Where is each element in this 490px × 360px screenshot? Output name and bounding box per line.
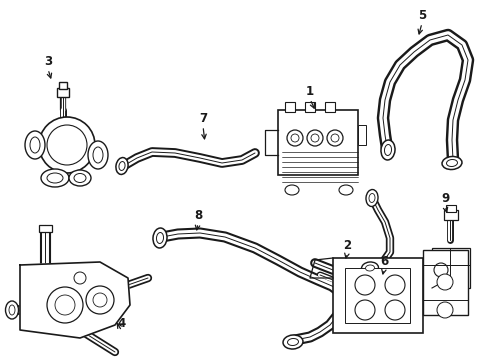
Ellipse shape <box>385 144 392 156</box>
Text: 4: 4 <box>118 317 126 330</box>
Bar <box>325 102 335 112</box>
Ellipse shape <box>156 233 164 243</box>
Ellipse shape <box>442 157 462 170</box>
Circle shape <box>311 134 319 142</box>
Circle shape <box>355 275 375 295</box>
Ellipse shape <box>339 185 353 195</box>
Ellipse shape <box>88 141 108 169</box>
Circle shape <box>55 295 75 315</box>
Text: 1: 1 <box>306 85 314 98</box>
Ellipse shape <box>446 159 458 167</box>
Ellipse shape <box>30 137 40 153</box>
Text: 3: 3 <box>44 55 52 68</box>
Bar <box>333 258 423 333</box>
Polygon shape <box>20 262 130 338</box>
Circle shape <box>47 287 83 323</box>
Ellipse shape <box>69 170 91 186</box>
Circle shape <box>355 300 375 320</box>
Circle shape <box>74 272 86 284</box>
Circle shape <box>39 117 95 173</box>
Circle shape <box>385 275 405 295</box>
Ellipse shape <box>362 262 378 274</box>
Ellipse shape <box>5 301 19 319</box>
Circle shape <box>437 302 453 318</box>
Bar <box>446 205 456 212</box>
Ellipse shape <box>381 140 395 160</box>
Bar <box>358 125 366 145</box>
Bar <box>345 268 410 323</box>
Bar <box>305 102 315 112</box>
Bar <box>278 110 358 175</box>
Ellipse shape <box>74 174 86 183</box>
Text: 2: 2 <box>343 239 351 252</box>
Circle shape <box>307 130 323 146</box>
Ellipse shape <box>47 173 63 183</box>
Ellipse shape <box>366 189 378 207</box>
Circle shape <box>93 293 107 307</box>
Bar <box>59 82 67 89</box>
Bar <box>285 102 295 112</box>
Circle shape <box>287 130 303 146</box>
Circle shape <box>47 125 87 165</box>
Bar <box>432 248 470 288</box>
Ellipse shape <box>285 185 299 195</box>
Bar <box>423 250 468 315</box>
Ellipse shape <box>153 228 167 248</box>
Bar <box>39 225 52 232</box>
Ellipse shape <box>41 169 69 187</box>
Ellipse shape <box>283 335 303 349</box>
Ellipse shape <box>119 162 125 171</box>
Circle shape <box>291 134 299 142</box>
Ellipse shape <box>366 265 374 271</box>
Bar <box>57 88 69 97</box>
Ellipse shape <box>288 338 298 346</box>
Circle shape <box>327 130 343 146</box>
Circle shape <box>434 263 448 277</box>
Text: 9: 9 <box>441 192 449 205</box>
Bar <box>444 210 458 220</box>
Circle shape <box>331 134 339 142</box>
Text: 5: 5 <box>418 9 426 22</box>
Text: 8: 8 <box>194 209 202 222</box>
Text: 7: 7 <box>199 112 207 125</box>
Ellipse shape <box>116 158 128 175</box>
Ellipse shape <box>93 147 103 163</box>
Text: 6: 6 <box>380 255 388 268</box>
Ellipse shape <box>25 131 45 159</box>
Circle shape <box>86 286 114 314</box>
Ellipse shape <box>369 194 375 202</box>
Ellipse shape <box>9 305 15 315</box>
Circle shape <box>437 274 453 290</box>
Circle shape <box>385 300 405 320</box>
